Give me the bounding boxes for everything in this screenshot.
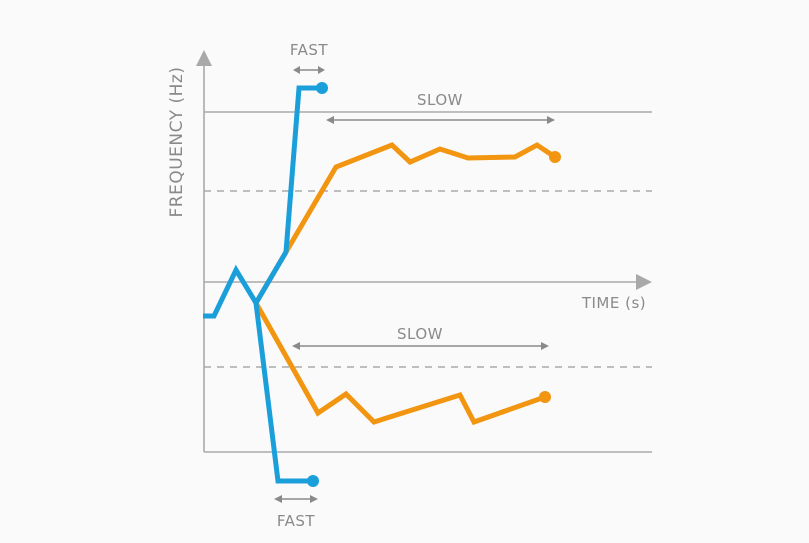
x-axis-arrow [636, 274, 652, 290]
slow-bottom-arrow [292, 342, 549, 350]
fast-down-curve [253, 302, 311, 484]
fast-bottom-arrow [274, 495, 318, 503]
annotation: SLOW [417, 91, 463, 109]
curve-end [307, 475, 319, 487]
annotation: FAST [290, 41, 329, 59]
slow-down-curve [253, 301, 546, 426]
annotation: FAST [277, 512, 316, 530]
fast-top-arrow [293, 66, 325, 74]
slow-top-arrow [326, 116, 555, 124]
curve-end [316, 82, 328, 94]
curve-end [539, 391, 551, 403]
y-axis-arrow [196, 50, 212, 66]
curve-end [549, 151, 561, 163]
x-axis-label: TIME (s) [581, 294, 646, 312]
slow-up-curve [253, 142, 557, 305]
annotation: SLOW [397, 325, 443, 343]
y-axis-label: FREQUENCY (Hz) [167, 67, 187, 218]
